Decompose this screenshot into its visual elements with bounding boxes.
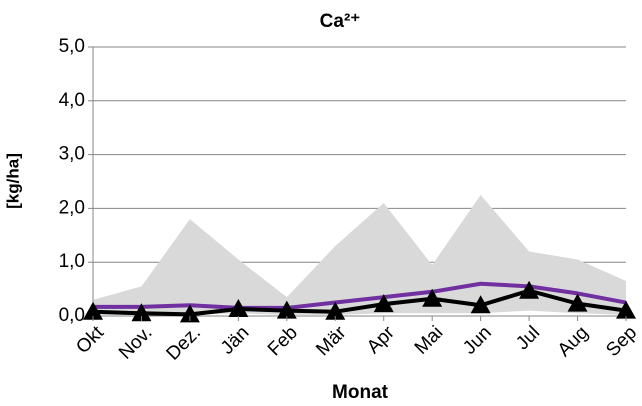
- x-tick-label: Feb: [264, 322, 302, 360]
- x-tick-label: Dez.: [163, 322, 205, 364]
- y-tick-label: 2,0: [59, 197, 85, 218]
- point-marker: [519, 280, 540, 299]
- y-tick-label: 3,0: [59, 144, 85, 165]
- point-marker: [131, 303, 152, 322]
- x-tick-label: Jul: [512, 322, 544, 354]
- x-axis-label: Monat: [332, 382, 389, 403]
- point-marker: [276, 300, 297, 319]
- y-tick-label: 0,0: [59, 305, 85, 326]
- x-tick-label: Apr: [363, 322, 399, 358]
- point-marker: [616, 300, 636, 319]
- y-tick-label: 4,0: [59, 90, 85, 111]
- point-marker: [373, 294, 394, 313]
- x-tick-label: Okt: [72, 322, 108, 358]
- x-tick-label: Sep: [602, 322, 641, 361]
- point-marker: [567, 293, 588, 312]
- point-marker: [325, 301, 346, 320]
- y-tick-label: 1,0: [59, 251, 85, 272]
- point-marker: [83, 301, 103, 320]
- series-line: [93, 281, 627, 310]
- x-tick-label: Aug: [554, 322, 593, 361]
- chart-title: Ca²⁺: [320, 11, 361, 32]
- x-tick-label: Mai: [411, 322, 448, 359]
- x-tick-label: Nov.: [115, 322, 156, 363]
- x-tick-label: Mär: [312, 322, 350, 360]
- point-marker: [228, 299, 249, 318]
- point-marker: [470, 295, 491, 314]
- x-tick-label: Jän: [217, 322, 254, 359]
- point-marker: [422, 288, 443, 307]
- x-tick-label: Jun: [459, 322, 496, 359]
- y-axis-label: [kg/ha]: [3, 153, 22, 209]
- series-line: [92, 288, 627, 317]
- point-marker: [179, 304, 200, 323]
- y-tick-label: 5,0: [59, 36, 85, 57]
